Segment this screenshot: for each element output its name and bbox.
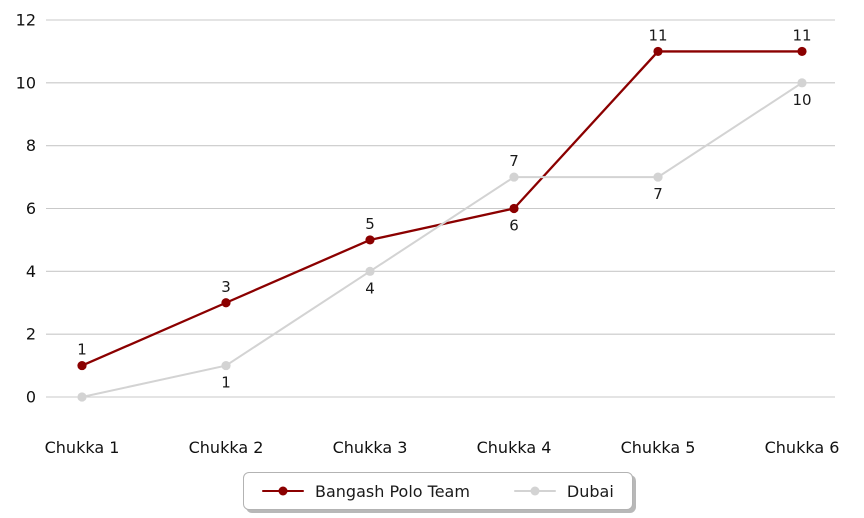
legend-label-bangash-polo-team: Bangash Polo Team <box>315 481 470 501</box>
data-point-label: 1 <box>77 341 87 359</box>
data-point-label: 10 <box>792 91 811 109</box>
data-point-marker <box>653 172 663 182</box>
data-point-label: 11 <box>792 26 811 44</box>
data-point-label: 4 <box>365 279 375 297</box>
x-tick-label: Chukka 3 <box>333 438 408 457</box>
legend-item-dubai: Dubai <box>513 481 614 501</box>
x-tick-label: Chukka 1 <box>45 438 120 457</box>
legend-item-bangash-polo-team: Bangash Polo Team <box>262 482 470 501</box>
data-point-label: 11 <box>648 26 667 44</box>
data-point-marker <box>509 203 519 214</box>
data-point-marker <box>797 78 807 88</box>
legend-line-marker-icon <box>262 485 304 497</box>
legend-label-dubai: Dubai <box>566 481 614 501</box>
y-tick-label: 2 <box>26 325 36 344</box>
legend: Bangash Polo Team Dubai <box>243 472 633 510</box>
y-tick-label: 10 <box>16 73 36 92</box>
data-point-label: 6 <box>509 217 519 235</box>
data-point-label: 7 <box>653 185 663 203</box>
data-point-label: 7 <box>509 152 519 170</box>
y-tick-label: 12 <box>16 11 36 30</box>
data-point-marker <box>77 360 87 371</box>
data-point-label: 1 <box>221 374 231 392</box>
y-tick-label: 8 <box>26 136 36 155</box>
data-point-marker <box>509 172 519 182</box>
y-tick-label: 4 <box>26 262 36 281</box>
data-point-marker <box>797 46 807 57</box>
data-point-marker <box>221 360 231 371</box>
data-point-label: 3 <box>221 278 231 296</box>
x-tick-label: Chukka 6 <box>765 438 840 457</box>
data-point-marker <box>221 298 231 308</box>
legend-line-marker-icon <box>513 485 556 497</box>
x-tick-label: Chukka 2 <box>189 438 264 457</box>
x-tick-label: Chukka 4 <box>477 438 552 457</box>
x-tick-label: Chukka 5 <box>621 438 696 457</box>
y-tick-label: 0 <box>26 388 36 407</box>
data-point-marker <box>365 235 375 245</box>
y-tick-label: 6 <box>26 199 36 218</box>
data-point-marker <box>653 46 663 57</box>
data-point-marker <box>77 392 87 402</box>
series-line-dubai <box>81 81 803 398</box>
data-point-marker <box>365 266 375 276</box>
data-point-label: 5 <box>365 215 375 233</box>
